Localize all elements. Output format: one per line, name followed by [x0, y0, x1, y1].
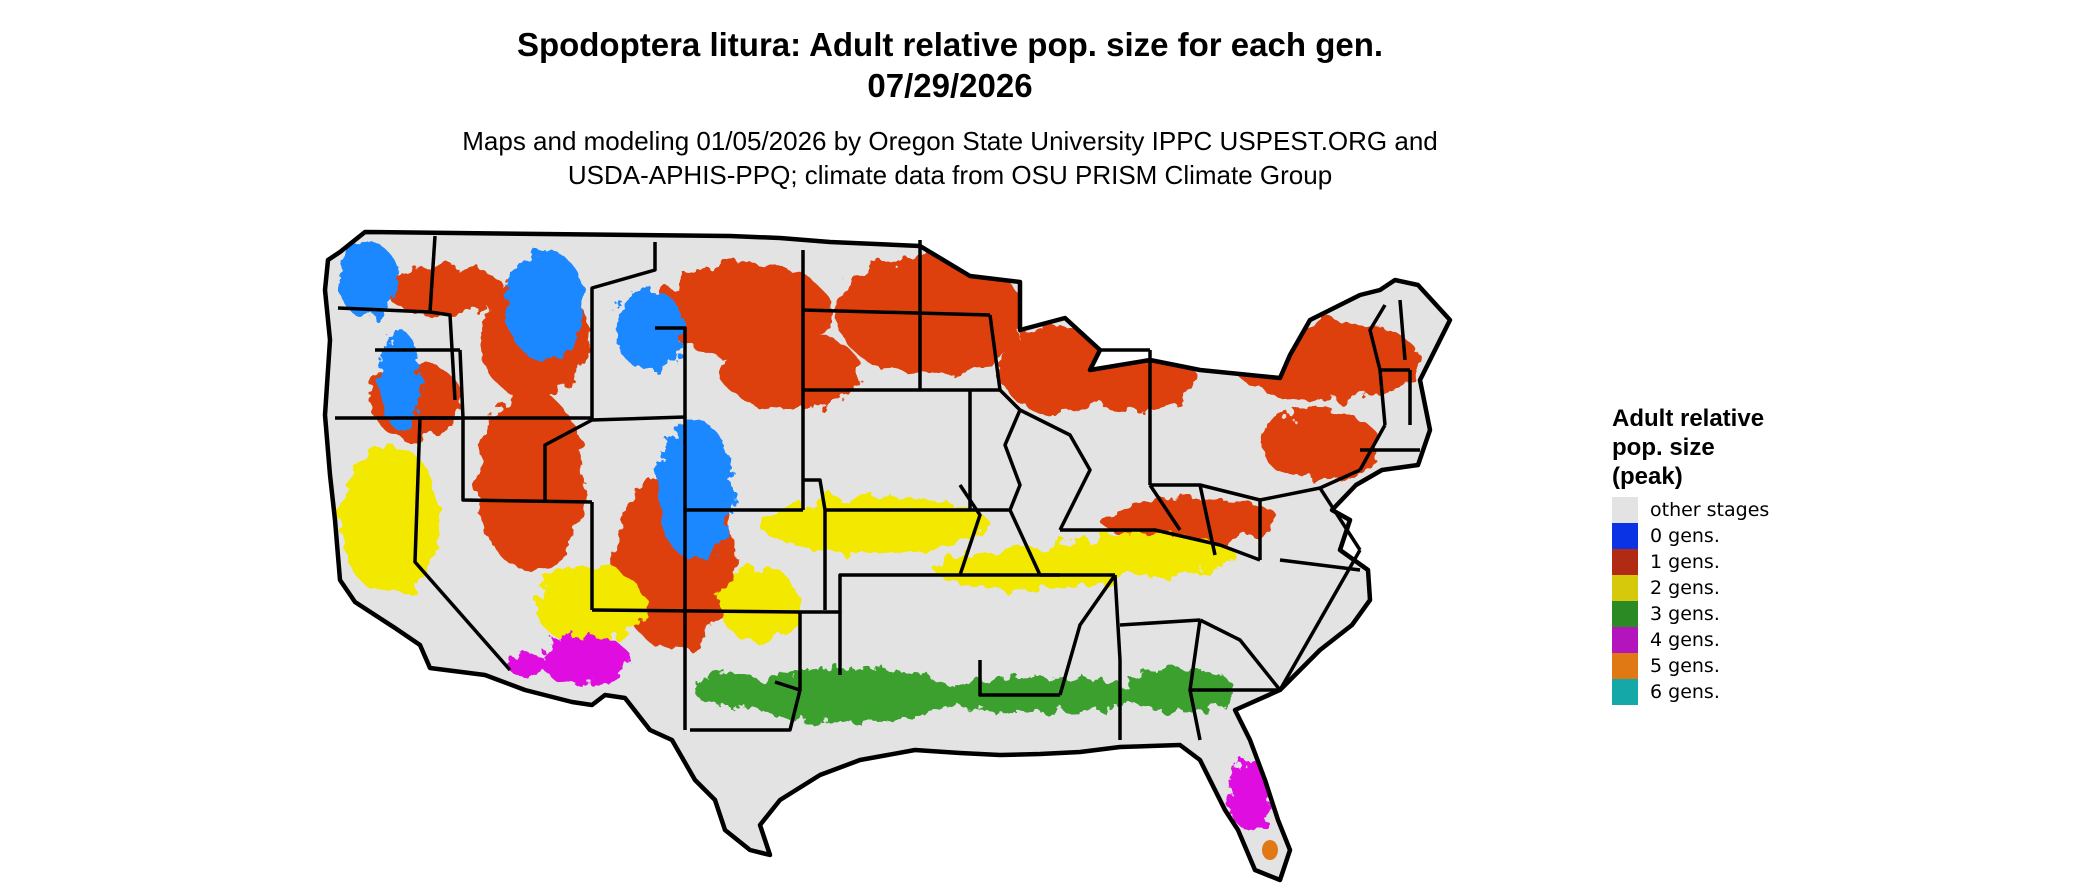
title-line-1: Spodoptera litura: Adult relative pop. s…	[516, 26, 1384, 63]
legend-swatch	[1612, 497, 1638, 523]
legend-label: 0 gens.	[1650, 525, 1720, 547]
legend-item: 1 gens.	[1612, 549, 2032, 575]
map-subtitle: Maps and modeling 01/05/2026 by Oregon S…	[0, 124, 1900, 192]
legend-label: 2 gens.	[1650, 577, 1720, 599]
us-map	[320, 220, 1580, 890]
legend-item: 2 gens.	[1612, 575, 2032, 601]
legend-label: other stages	[1650, 499, 1770, 521]
legend-label: 6 gens.	[1650, 681, 1720, 703]
zone-3-gens	[695, 667, 1235, 723]
legend-label: 4 gens.	[1650, 629, 1720, 651]
subtitle-line-2: USDA-APHIS-PPQ; climate data from OSU PR…	[567, 160, 1333, 190]
legend-title-line-1: Adult relative	[1612, 405, 1765, 432]
legend-label: 3 gens.	[1650, 603, 1720, 625]
legend-label: 5 gens.	[1650, 655, 1720, 677]
legend-title-line-2: pop. size	[1612, 434, 1715, 461]
legend-item: 3 gens.	[1612, 601, 2032, 627]
title-line-2: 07/29/2026	[867, 67, 1033, 104]
legend-item: 5 gens.	[1612, 653, 2032, 679]
zone-0-gens	[338, 242, 733, 560]
legend-swatch	[1612, 549, 1638, 575]
legend-swatch	[1612, 627, 1638, 653]
legend-item: 4 gens.	[1612, 627, 2032, 653]
legend-swatch	[1612, 523, 1638, 549]
map-title: Spodoptera litura: Adult relative pop. s…	[0, 24, 1900, 106]
generation-zones	[338, 242, 1420, 860]
subtitle-line-1: Maps and modeling 01/05/2026 by Oregon S…	[462, 126, 1438, 156]
legend-swatch	[1612, 653, 1638, 679]
legend-item: 0 gens.	[1612, 523, 2032, 549]
legend-label: 1 gens.	[1650, 551, 1720, 573]
legend-item: 6 gens.	[1612, 679, 2032, 705]
state-borders	[335, 235, 1420, 741]
legend-title: Adult relative pop. size (peak)	[1612, 404, 2032, 491]
legend-swatch	[1612, 679, 1638, 705]
legend-item: other stages	[1612, 497, 2032, 523]
legend-title-line-3: (peak)	[1612, 463, 1683, 490]
legend: Adult relative pop. size (peak) other st…	[1612, 404, 2032, 705]
legend-swatch	[1612, 575, 1638, 601]
zone-2-gens	[340, 445, 1235, 645]
legend-items: other stages 0 gens. 1 gens. 2 gens. 3 gens.…	[1612, 497, 2032, 705]
legend-swatch	[1612, 601, 1638, 627]
